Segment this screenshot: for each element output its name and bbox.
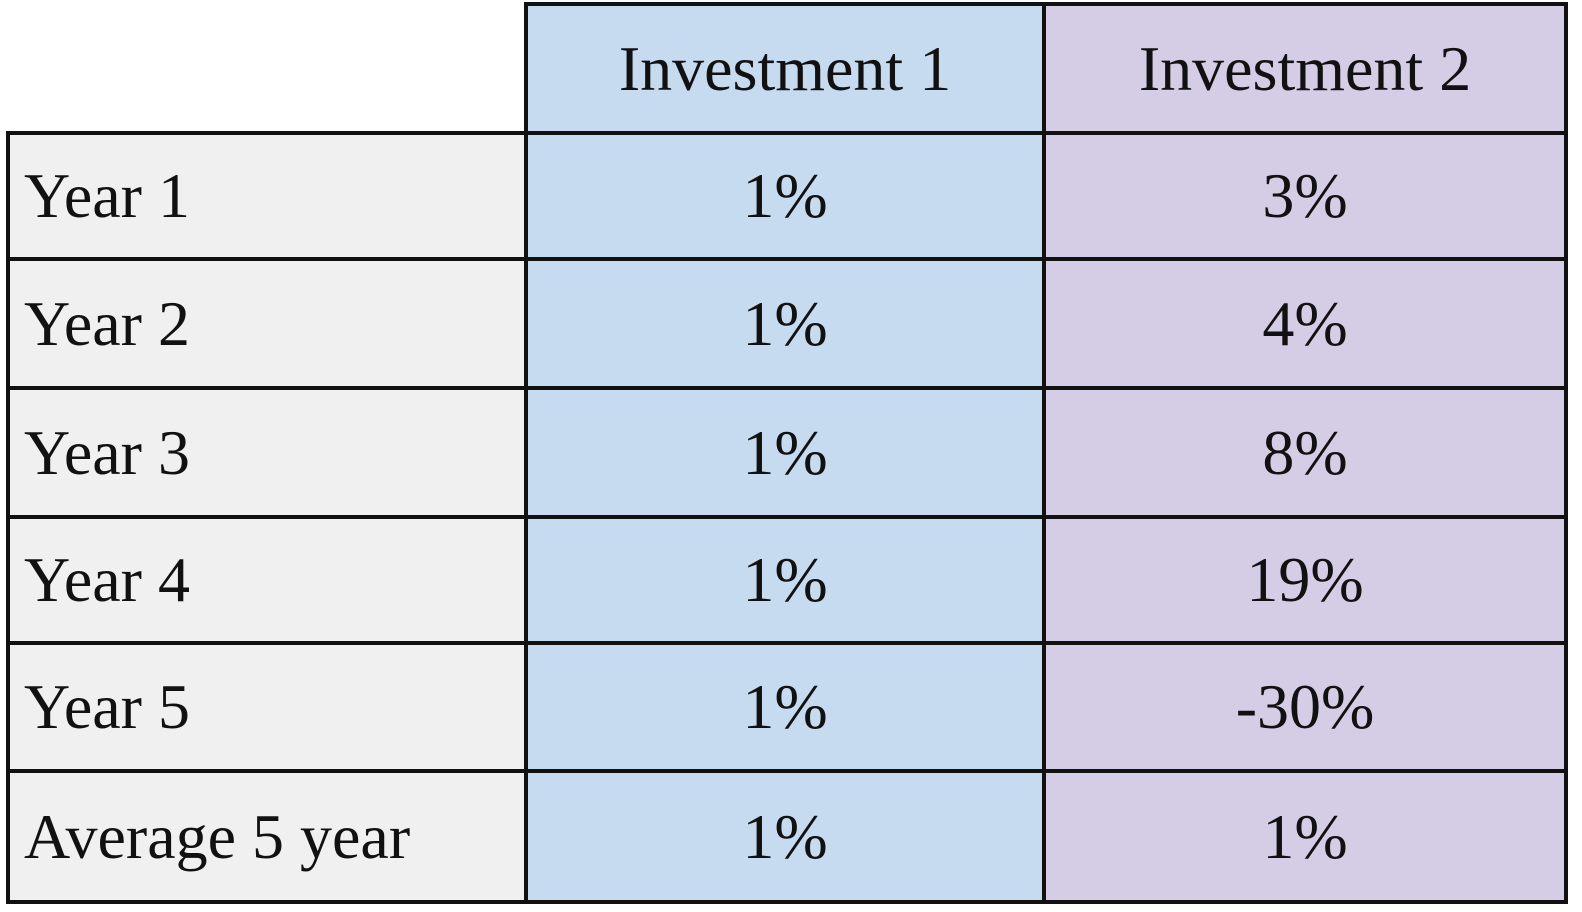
row-label: Year 1	[6, 131, 528, 261]
value-cell: 1%	[524, 257, 1046, 390]
value-cell: 1%	[524, 641, 1046, 773]
row-label: Year 4	[6, 515, 528, 645]
column-header: Investment 1	[524, 2, 1046, 135]
value-cell: 1%	[524, 131, 1046, 261]
value-cell: 1%	[524, 386, 1046, 519]
value-cell: 8%	[1042, 386, 1568, 519]
row-label: Year 3	[6, 386, 528, 519]
row-label: Year 2	[6, 257, 528, 390]
value-cell: 1%	[524, 515, 1046, 645]
value-cell: 19%	[1042, 515, 1568, 645]
value-cell: 4%	[1042, 257, 1568, 390]
value-cell: 3%	[1042, 131, 1568, 261]
value-cell: -30%	[1042, 641, 1568, 773]
value-cell: 1%	[1042, 769, 1568, 904]
row-label: Average 5 year	[6, 769, 528, 904]
column-header: Investment 2	[1042, 2, 1568, 135]
row-label: Year 5	[6, 641, 528, 773]
value-cell: 1%	[524, 769, 1046, 904]
